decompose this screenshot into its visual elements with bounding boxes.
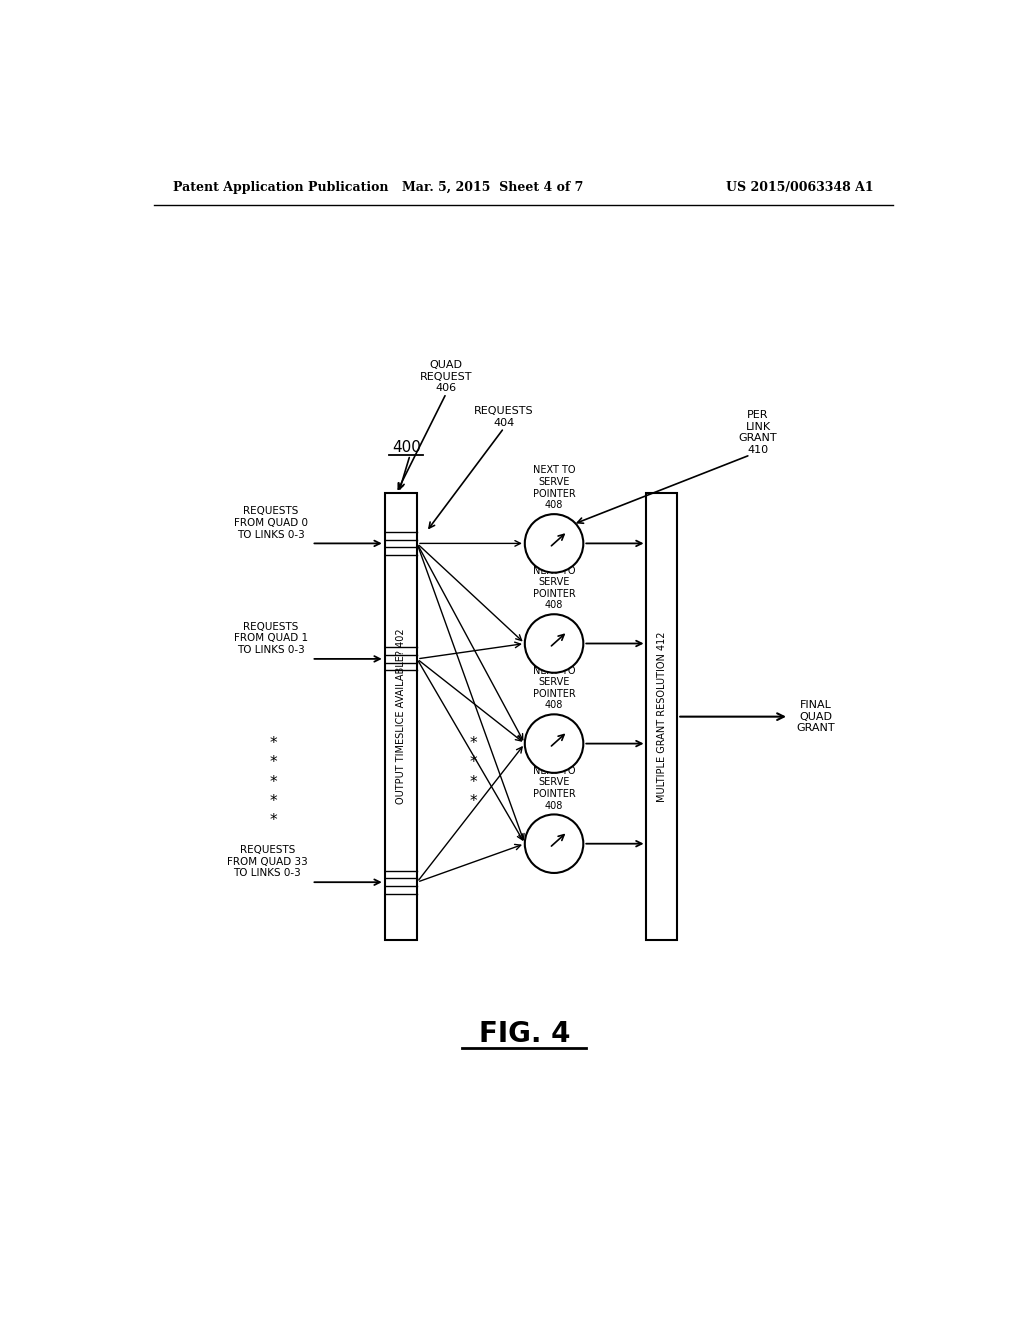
Text: REQUESTS
FROM QUAD 1
TO LINKS 0-3: REQUESTS FROM QUAD 1 TO LINKS 0-3 [233, 622, 307, 655]
Text: *: * [269, 775, 276, 789]
Text: NEXT TO
SERVE
POINTER
408: NEXT TO SERVE POINTER 408 [532, 565, 575, 610]
Text: Mar. 5, 2015  Sheet 4 of 7: Mar. 5, 2015 Sheet 4 of 7 [401, 181, 583, 194]
Text: Patent Application Publication: Patent Application Publication [173, 181, 388, 194]
Text: *: * [269, 813, 276, 828]
Text: *: * [269, 737, 276, 751]
Bar [385, 494, 417, 940]
Text: REQUESTS
FROM QUAD 33
TO LINKS 0-3: REQUESTS FROM QUAD 33 TO LINKS 0-3 [227, 845, 307, 878]
Text: REQUESTS
FROM QUAD 0
TO LINKS 0-3: REQUESTS FROM QUAD 0 TO LINKS 0-3 [233, 507, 307, 540]
Text: FIG. 4: FIG. 4 [479, 1020, 570, 1048]
Text: QUAD
REQUEST
406: QUAD REQUEST 406 [420, 360, 472, 393]
Text: NEXT TO
SERVE
POINTER
408: NEXT TO SERVE POINTER 408 [532, 766, 575, 810]
Text: REQUESTS
404: REQUESTS 404 [474, 407, 534, 428]
Bar [646, 494, 677, 940]
Text: *: * [469, 775, 477, 789]
Text: *: * [469, 737, 477, 751]
Text: FINAL
QUAD
GRANT: FINAL QUAD GRANT [797, 700, 836, 733]
Text: *: * [269, 793, 276, 809]
Circle shape [524, 714, 584, 774]
Text: *: * [469, 755, 477, 771]
Circle shape [524, 814, 584, 873]
Text: NEXT TO
SERVE
POINTER
408: NEXT TO SERVE POINTER 408 [532, 665, 575, 710]
Text: MULTIPLE GRANT RESOLUTION 412: MULTIPLE GRANT RESOLUTION 412 [656, 631, 667, 803]
Circle shape [524, 515, 584, 573]
Circle shape [524, 614, 584, 673]
Text: *: * [469, 793, 477, 809]
Text: *: * [269, 755, 276, 771]
Text: OUTPUT TIMESLICE AVAILABLE? 402: OUTPUT TIMESLICE AVAILABLE? 402 [396, 628, 406, 804]
Text: 400: 400 [392, 440, 421, 455]
Text: PER
LINK
GRANT
410: PER LINK GRANT 410 [738, 411, 777, 455]
Text: NEXT TO
SERVE
POINTER
408: NEXT TO SERVE POINTER 408 [532, 466, 575, 511]
Text: US 2015/0063348 A1: US 2015/0063348 A1 [726, 181, 873, 194]
